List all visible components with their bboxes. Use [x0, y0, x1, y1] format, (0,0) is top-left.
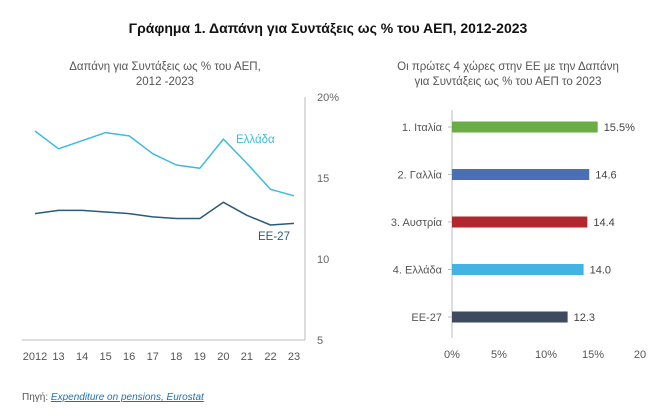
bar-category-label: 4. Ελλάδα — [393, 265, 443, 277]
bar — [452, 169, 590, 180]
bar-category-label: ΕΕ-27 — [411, 312, 442, 324]
line-chart-y-tick-label: 20% — [317, 92, 339, 104]
bar-chart-subtitle-line1: Οι πρώτες 4 χώρες στην ΕΕ με την Δαπάνη — [397, 61, 619, 73]
series-label-greece: Ελλάδα — [236, 134, 275, 146]
bar-chart-x-tick-label: 15% — [582, 349, 604, 361]
line-chart-y-tick-label: 10 — [317, 254, 329, 266]
line-chart-x-tick-label: 14 — [76, 351, 88, 363]
bar-chart-subtitle: Οι πρώτες 4 χώρες στην ΕΕ με την Δαπάνη … — [360, 60, 656, 90]
bar-value-label: 14.0 — [590, 265, 611, 277]
bar-chart-subtitle-line2: για Συντάξεις ως % του ΑΕΠ το 2023 — [414, 76, 602, 88]
bar-category-label: 2. Γαλλία — [398, 170, 443, 182]
line-chart-y-tick-label: 5 — [317, 335, 323, 347]
bar-chart-x-tick-label: 5% — [491, 349, 507, 361]
line-chart-subtitle-line2: 2012 -2023 — [135, 76, 195, 88]
series-label-eu27: ΕΕ-27 — [258, 231, 290, 243]
source-link[interactable]: Expenditure on pensions, Eurostat — [50, 392, 204, 403]
bar — [452, 121, 598, 133]
line-chart-subtitle-line1: Δαπάνη για Συντάξεις ως % του ΑΕΠ, — [69, 61, 261, 73]
line-chart-subtitle: Δαπάνη για Συντάξεις ως % του ΑΕΠ, 2012 … — [45, 60, 285, 90]
line-chart-x-tick-label: 20 — [217, 351, 229, 363]
line-chart-x-tick-label: 17 — [147, 351, 159, 363]
line-series-greece — [34, 130, 295, 197]
bar-category-label: 3. Αυστρία — [391, 217, 443, 229]
line-chart-x-tick-label: 2012 — [23, 351, 47, 363]
bar — [452, 216, 588, 228]
line-chart-x-tick-label: 13 — [52, 351, 64, 363]
figure-title: Γράφημα 1. Δαπάνη για Συντάξεις ως % του… — [128, 20, 528, 36]
line-chart-x-tick-label: 23 — [288, 351, 300, 363]
bar — [452, 311, 568, 323]
bar-chart-x-tick-label: 0% — [444, 349, 460, 361]
bar-chart-x-tick-label: 10% — [535, 349, 557, 361]
bar-value-label: 12.3 — [574, 312, 595, 324]
line-chart-y-tick-label: 15 — [317, 173, 329, 185]
bar-value-label: 14.4 — [593, 217, 614, 229]
source-note: Πηγή: Expenditure on pensions, Eurostat — [22, 392, 204, 403]
source-label: Πηγή: — [22, 392, 49, 403]
bar — [452, 264, 584, 275]
line-chart-x-tick-label: 16 — [123, 351, 135, 363]
line-chart-x-tick-label: 22 — [264, 351, 276, 363]
bar-category-label: 1. Ιταλία — [402, 122, 443, 134]
line-chart-x-tick-label: 15 — [100, 351, 112, 363]
line-chart-x-tick-label: 18 — [170, 351, 182, 363]
line-chart-x-tick-label: 19 — [194, 351, 206, 363]
bar-value-label: 14.6 — [595, 170, 616, 182]
line-chart-x-tick-label: 21 — [241, 351, 253, 363]
bar-chart-x-tick-label: 20 — [634, 349, 646, 361]
line-series-eu27 — [34, 201, 295, 226]
bar-value-label: 15.5% — [604, 122, 635, 134]
